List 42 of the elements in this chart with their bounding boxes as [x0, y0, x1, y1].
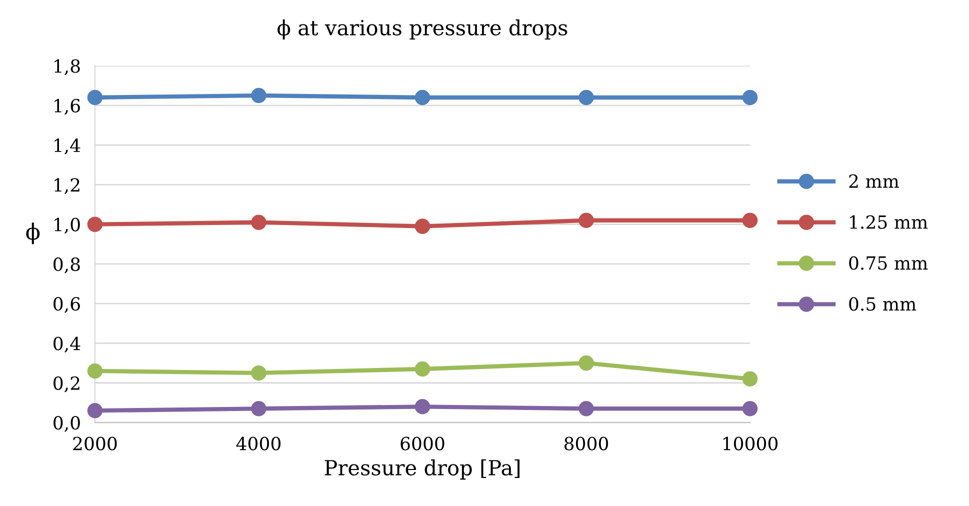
- y-tick-label: 1,6: [54, 98, 80, 115]
- point: [251, 88, 266, 104]
- point: [578, 90, 594, 106]
- legend-label: 0.5 mm: [849, 297, 916, 311]
- point: [87, 216, 103, 232]
- point: [414, 399, 430, 414]
- point: [742, 401, 758, 416]
- y-tick-label: 0,8: [54, 257, 80, 274]
- legend-label: 1.25 mm: [850, 215, 928, 229]
- point: [251, 214, 266, 230]
- y-tick-label: 0,2: [54, 376, 80, 392]
- x-tick-label: 8000: [564, 436, 608, 450]
- point: [578, 212, 594, 228]
- y-tick-label: 0,6: [54, 297, 80, 313]
- x-tick-label: 2000: [73, 436, 117, 450]
- legend-label: 2 mm: [849, 174, 899, 188]
- y-tick-label: 0,0: [54, 416, 80, 432]
- point: [87, 402, 103, 418]
- point: [87, 363, 103, 379]
- legend-label: 0.75 mm: [849, 256, 928, 270]
- x-tick-label: 4000: [236, 436, 280, 450]
- chart-title: ϕ at various pressure drops: [278, 19, 568, 40]
- point: [742, 212, 758, 228]
- point: [414, 218, 430, 234]
- point: [414, 361, 430, 377]
- y-tick-label: 0,4: [54, 336, 80, 353]
- x-tick-label: 10000: [723, 436, 778, 450]
- point: [251, 401, 266, 416]
- y-tick-label: 1,4: [54, 138, 80, 154]
- y-axis-title: ϕ: [26, 222, 40, 244]
- point: [87, 90, 103, 106]
- y-tick-label: 1,0: [54, 218, 80, 234]
- point: [251, 365, 266, 381]
- x-axis-title: Pressure drop [Pa]: [324, 459, 520, 480]
- point: [742, 90, 758, 106]
- x-tick-label: 6000: [400, 436, 444, 450]
- point: [578, 355, 594, 371]
- y-tick-label: 1,8: [54, 59, 80, 76]
- point: [578, 401, 594, 416]
- point: [414, 90, 430, 106]
- y-tick-label: 1,2: [54, 178, 80, 194]
- point: [742, 371, 758, 387]
